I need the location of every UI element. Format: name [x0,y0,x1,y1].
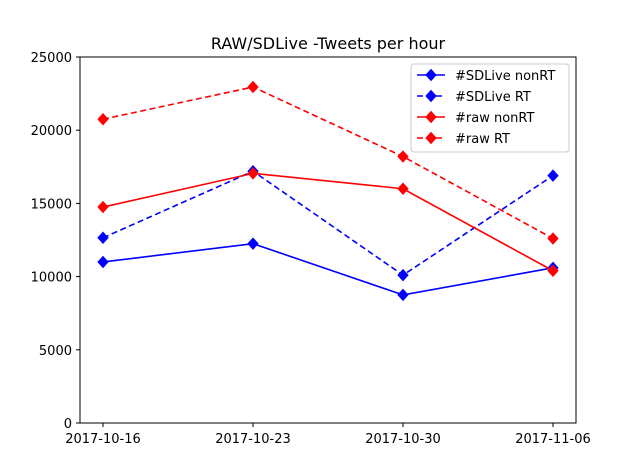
data-point [397,288,409,302]
legend-box [410,63,570,153]
data-point [247,80,259,94]
legend-marker [425,131,437,145]
data-point [247,237,259,250]
y-tick-label: 25000 [31,51,72,66]
data-point [397,182,409,196]
data-point [547,169,559,182]
data-point [397,268,409,282]
legend-label: #raw RT [455,132,510,147]
legend-marker [425,89,437,103]
x-tick-label: 2017-10-16 [65,432,141,447]
data-point [97,200,109,214]
data-point [97,231,109,245]
legend-entry: #SDLive nonRT [417,68,555,84]
legend-label: #SDLive nonRT [455,69,555,84]
y-tick-label: 15000 [31,197,72,212]
data-point [97,255,109,269]
data-point [97,112,109,126]
y-tick-label: 10000 [31,271,72,286]
series-2 [97,167,559,277]
series-layer [97,80,559,302]
y-tick-label: 20000 [31,124,72,139]
legend-marker [425,68,437,82]
legend-entry: #raw RT [417,131,510,147]
y-tick-label: 0 [64,417,72,432]
legend-entry: #SDLive RT [417,89,531,105]
y-axis: 0 5000 10000 15000 20000 25000 [31,51,80,432]
data-point [397,150,409,163]
series-1 [97,164,559,282]
series-line [102,242,554,296]
x-tick-label: 2017-10-30 [365,432,441,447]
x-tick-label: 2017-11-06 [515,432,591,447]
x-tick-label: 2017-10-23 [215,432,291,447]
legend-marker [425,110,437,124]
series-line [102,172,554,272]
data-point [547,232,559,245]
series-0 [97,237,559,302]
series-line [102,86,554,240]
plot-frame [79,56,577,424]
y-tick-label: 5000 [39,344,72,359]
x-axis: 2017-10-16 2017-10-23 2017-10-30 2017-11-06 [65,423,591,447]
series-line [102,170,554,277]
legend-label: #SDLive RT [455,90,531,105]
data-point [547,264,559,277]
data-point [247,167,259,180]
series-3 [97,80,559,245]
chart-title: RAW/SDLive -Tweets per hour [211,34,446,53]
legend-entry: #raw nonRT [417,110,534,126]
legend: #SDLive nonRT #SDLive RT #raw nonRT #raw RT [410,63,570,153]
legend-label: #raw nonRT [455,111,534,126]
